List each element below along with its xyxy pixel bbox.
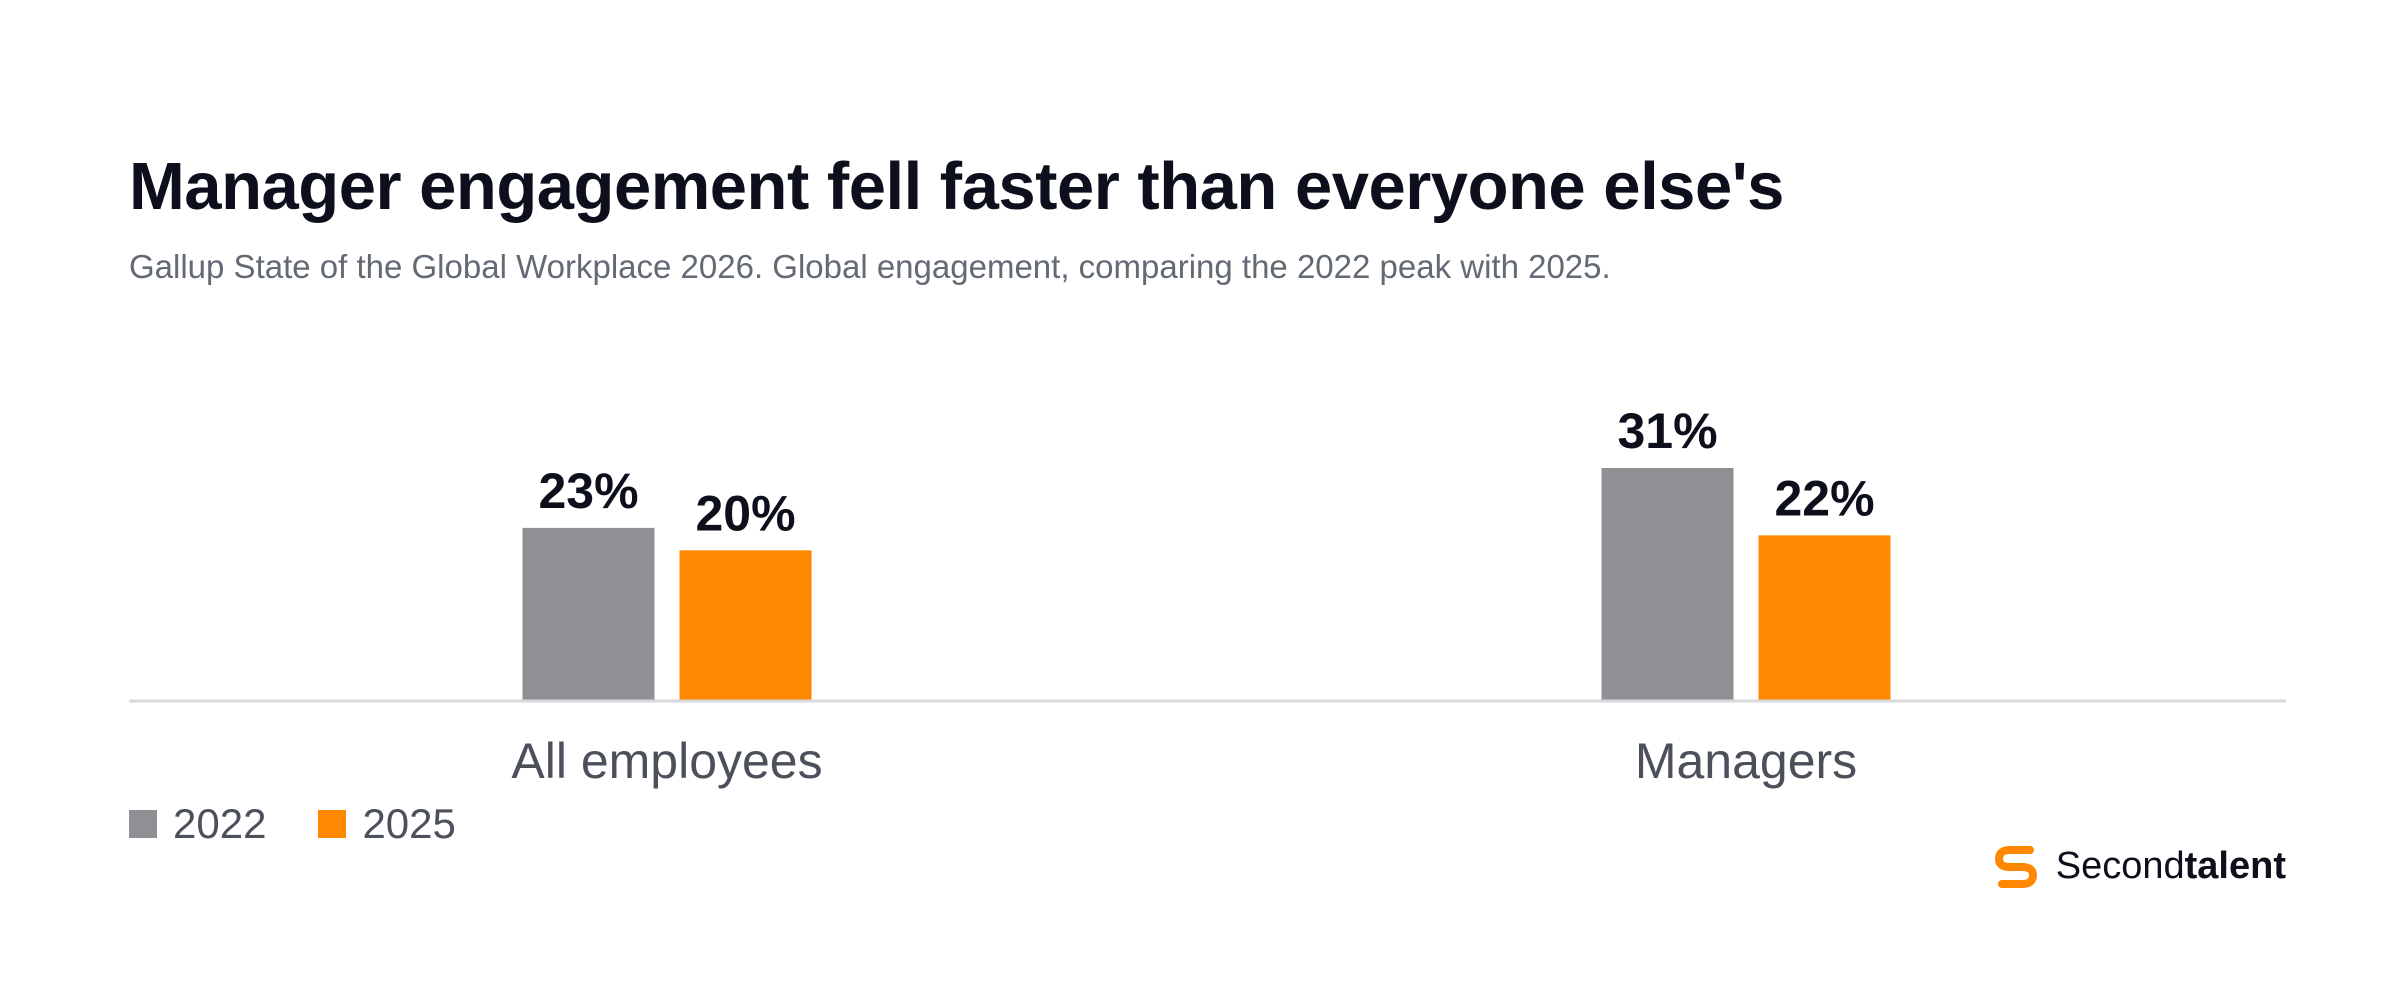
category-label-managers: Managers [1635,733,1857,789]
bar-all-employees-2022 [522,527,655,700]
legend-label-2025: 2025 [362,800,456,847]
legend-swatch-2025 [318,810,347,838]
value-label-all-employees-2022: 23% [538,463,638,519]
bar-managers-2025 [1758,535,1891,700]
legend-label-2022: 2022 [173,800,267,847]
chart-title: Manager engagement fell faster than ever… [129,149,1784,224]
category-label-all-employees: All employees [511,733,822,789]
value-label-managers-2022: 31% [1617,403,1717,459]
chart-subtitle: Gallup State of the Global Workplace 202… [129,248,1611,285]
brand-name-regular: Second [2055,844,2185,887]
bar-all-employees-2025 [679,550,812,700]
brand-logo: Secondtalent [1990,840,2286,892]
legend: 2022 2025 [129,800,456,848]
legend-swatch-2022 [129,810,157,838]
legend-item-2025: 2025 [318,800,456,848]
brand-name-bold: talent [2184,844,2286,887]
brand-name: Secondtalent [2056,845,2286,888]
value-label-managers-2025: 22% [1774,470,1874,526]
bar-managers-2022 [1601,468,1734,700]
value-label-all-employees-2025: 20% [695,485,795,541]
secondtalent-logo-icon [1994,846,2037,888]
legend-item-2022: 2022 [129,800,266,848]
